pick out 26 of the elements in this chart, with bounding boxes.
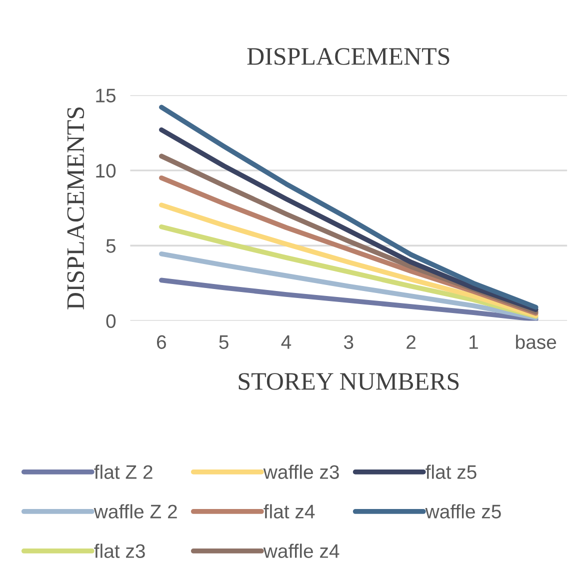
- legend-label: waffle z3: [263, 464, 339, 479]
- x-tick-label: 6: [157, 335, 166, 349]
- y-axis-title: DISPLACEMENTS: [67, 107, 84, 310]
- legend-label: waffle z4: [263, 544, 340, 558]
- x-axis-title: STOREY NUMBERS: [238, 373, 459, 390]
- legend-label: waffle Z 2: [94, 504, 177, 518]
- legend-label: flat Z 2: [94, 464, 152, 479]
- line-series: [159, 278, 538, 321]
- chart-title: DISPLACEMENTS: [247, 48, 450, 65]
- x-tick-label: 4: [281, 335, 292, 349]
- legend-label: flat z3: [94, 544, 145, 558]
- x-tick-label: 3: [344, 335, 354, 349]
- legend-label: waffle z5: [425, 504, 501, 518]
- y-tick-label: 10: [96, 164, 116, 178]
- legend-label: flat z5: [426, 464, 476, 479]
- x-tick-label: base: [516, 334, 556, 349]
- y-tick-label: 5: [106, 239, 116, 253]
- x-tick-label: 1: [470, 335, 478, 349]
- line-series: [159, 202, 538, 318]
- x-tick-label: 5: [219, 335, 228, 349]
- legend-label: flat z4: [264, 504, 315, 518]
- line-series: [159, 224, 538, 319]
- line-series: [159, 251, 538, 320]
- y-tick-label: 15: [96, 88, 116, 102]
- y-tick-label: 0: [106, 314, 116, 328]
- x-tick-label: 2: [406, 335, 416, 349]
